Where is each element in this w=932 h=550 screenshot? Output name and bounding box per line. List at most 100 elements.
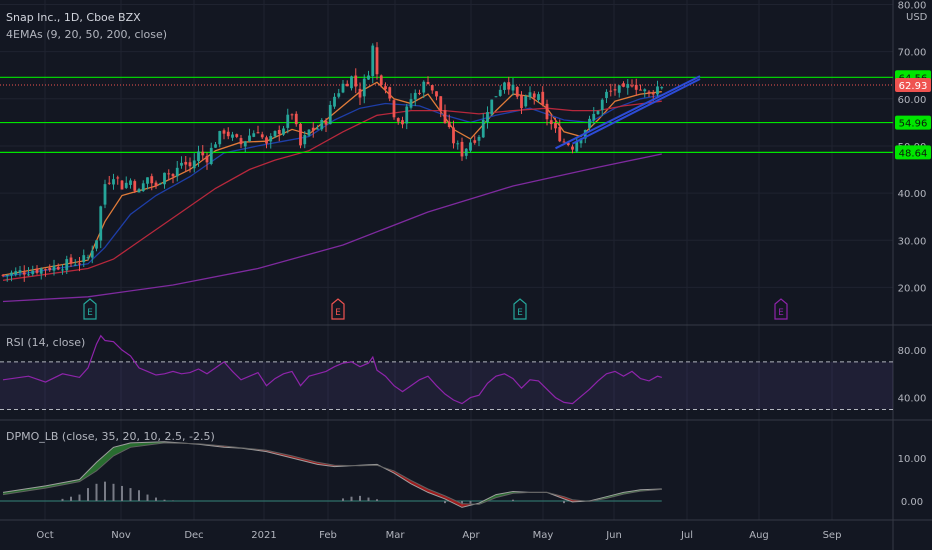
candle-body xyxy=(218,131,222,145)
candle-body xyxy=(537,94,540,100)
candle-body xyxy=(286,114,290,128)
dpmo-histogram-bar xyxy=(104,481,106,501)
candle-body xyxy=(316,128,319,130)
earnings-marker[interactable] xyxy=(331,298,345,320)
candle-body xyxy=(158,183,162,185)
candle-body xyxy=(294,113,298,125)
candle-body xyxy=(265,137,268,144)
candle-body xyxy=(528,92,532,98)
candle-body xyxy=(214,144,217,148)
dpmo-histogram-bar xyxy=(146,494,149,501)
candle-body xyxy=(443,110,447,124)
candle-body xyxy=(252,133,256,137)
currency-label: USD xyxy=(906,12,928,23)
price-tick-label: 80.00 xyxy=(898,1,927,12)
candle-body xyxy=(613,89,617,91)
candle-body xyxy=(592,113,596,121)
dpmo-signal-line xyxy=(2,442,662,505)
candle-body xyxy=(481,119,485,138)
price-tick-label: 40.00 xyxy=(898,189,927,200)
earnings-marker-label: E xyxy=(517,308,523,318)
candle-body xyxy=(617,85,621,93)
dpmo-histogram-bar xyxy=(444,501,446,504)
candle-body xyxy=(651,93,655,95)
earnings-marker-label: E xyxy=(87,308,93,318)
candle-body xyxy=(133,181,137,191)
candle-body xyxy=(205,155,209,163)
candle-body xyxy=(107,182,111,184)
dpmo-histogram-bar xyxy=(155,497,157,501)
dpmo-histogram-bar xyxy=(112,483,115,501)
candle-body xyxy=(171,174,175,177)
rsi-tick-label: 40.00 xyxy=(898,394,927,405)
candle-body xyxy=(112,179,115,185)
earnings-marker[interactable] xyxy=(774,298,788,320)
dpmo-ribbon-segment xyxy=(445,495,462,508)
dpmo-histogram-bar xyxy=(95,483,98,501)
candle-body xyxy=(243,141,247,147)
candle-body xyxy=(337,93,341,97)
candle-body xyxy=(430,85,434,91)
time-tick-label: Nov xyxy=(111,530,131,541)
candle-body xyxy=(656,86,659,95)
dpmo-histogram-bar xyxy=(129,488,132,501)
candle-body xyxy=(73,264,77,266)
candle-body xyxy=(48,267,52,271)
candle-body xyxy=(82,255,86,263)
candle-body xyxy=(384,86,387,90)
candle-body xyxy=(647,91,651,93)
candle-body xyxy=(69,257,73,264)
candle-body xyxy=(44,269,47,271)
candle-body xyxy=(609,90,613,92)
candle-body xyxy=(95,240,98,249)
dpmo-histogram-bar xyxy=(512,499,514,501)
dpmo-main-line xyxy=(2,441,662,508)
candle-body xyxy=(192,160,196,169)
earnings-marker[interactable] xyxy=(83,298,97,320)
grid xyxy=(0,0,893,520)
time-tick-label: Aug xyxy=(749,530,769,541)
candle-body xyxy=(78,263,81,265)
candle-body xyxy=(197,151,200,161)
candle-body xyxy=(566,142,570,146)
candle-body xyxy=(354,75,358,87)
dpmo-ribbon-segment xyxy=(411,480,428,493)
candle-body xyxy=(532,93,536,98)
candle-body xyxy=(422,81,426,93)
candle-body xyxy=(409,99,413,108)
dpmo-ribbon-segment xyxy=(45,479,80,489)
candle-body xyxy=(498,89,502,96)
candle-body xyxy=(235,134,239,137)
candle-body xyxy=(99,206,103,241)
candle-body xyxy=(31,270,35,275)
candle-body xyxy=(239,138,243,145)
rsi-band-fill xyxy=(0,361,893,410)
dpmo-histogram-bar xyxy=(469,501,472,504)
dpmo-histogram-bar xyxy=(87,488,89,501)
candle-body xyxy=(209,147,213,165)
earnings-marker-label: E xyxy=(335,308,341,318)
candle-body xyxy=(320,119,324,130)
dpmo-histogram-bar xyxy=(121,485,123,501)
candle-body xyxy=(201,151,205,156)
ema-200-line xyxy=(2,153,662,303)
candle-body xyxy=(486,112,489,123)
trendline[interactable] xyxy=(572,78,701,145)
candle-body xyxy=(35,268,39,273)
dpmo-histogram-bar xyxy=(138,490,140,501)
candle-body xyxy=(103,184,107,205)
candle-body xyxy=(90,250,94,258)
candle-body xyxy=(464,148,468,156)
candle-body xyxy=(345,83,349,87)
ema-indicator-label: 4EMAs (9, 20, 50, 200, close) xyxy=(6,28,167,41)
candle-body xyxy=(515,86,519,97)
candle-body xyxy=(273,131,277,137)
price-tick-label: 20.00 xyxy=(898,283,927,294)
candle-body xyxy=(418,92,421,94)
dpmo-ribbon-segment xyxy=(3,485,46,495)
trendline[interactable] xyxy=(555,75,701,150)
candle-body xyxy=(154,182,158,187)
earnings-marker[interactable] xyxy=(513,298,527,320)
rsi-tick-label: 80.00 xyxy=(898,346,927,357)
